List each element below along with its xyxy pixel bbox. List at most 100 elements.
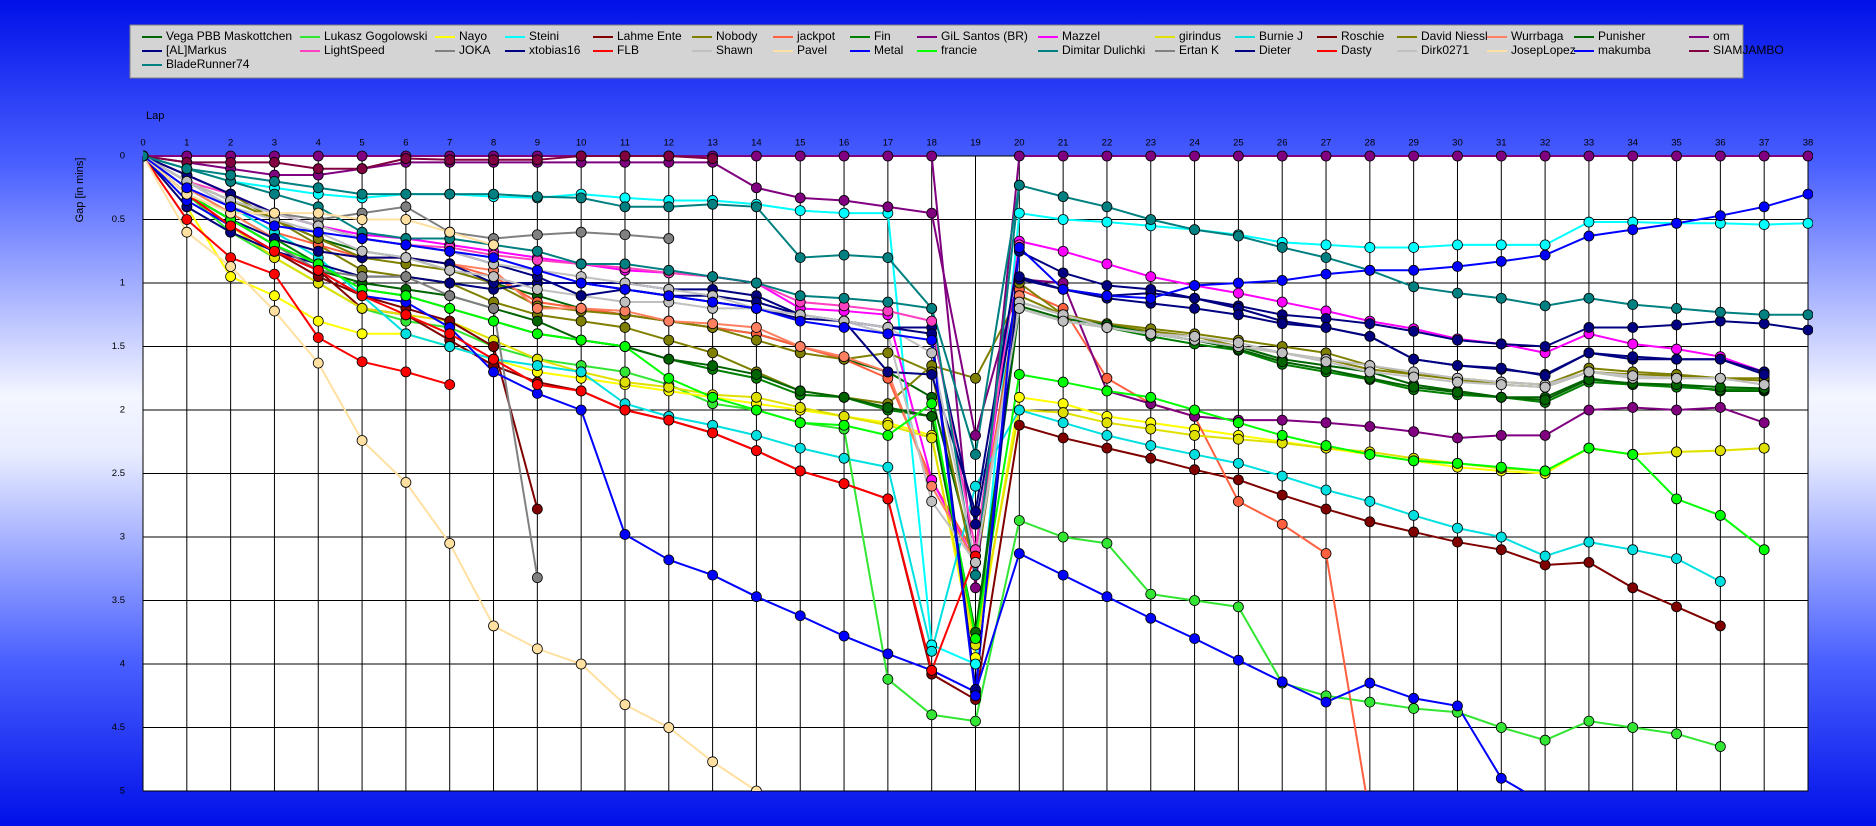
data-point: [619, 258, 631, 270]
data-point: [225, 156, 237, 168]
data-point: [1539, 381, 1551, 393]
data-point: [794, 385, 806, 397]
series-line: [143, 155, 977, 674]
data-point: [1101, 429, 1113, 441]
data-point: [1364, 677, 1376, 689]
data-point: [1583, 442, 1595, 454]
data-point: [838, 391, 850, 403]
data-point: [356, 188, 368, 200]
data-point: [1232, 601, 1244, 613]
data-point: [663, 334, 675, 346]
y-tick-label: 0: [120, 151, 125, 162]
y-tick-label: 5: [120, 786, 125, 797]
data-point: [1627, 322, 1639, 333]
data-point: [882, 366, 894, 378]
data-point: [970, 582, 981, 594]
data-point: [1364, 318, 1376, 330]
data-point: [926, 432, 938, 444]
data-point: [751, 429, 762, 441]
data-point: [1671, 728, 1682, 740]
data-point: [269, 220, 280, 232]
x-tick-label: 0: [140, 138, 145, 149]
data-point: [838, 249, 850, 261]
data-point: [619, 529, 631, 540]
data-point: [1013, 302, 1025, 314]
data-point: [225, 201, 237, 213]
data-point: [663, 353, 675, 365]
data-point: [1320, 696, 1332, 708]
data-point: [1189, 429, 1200, 441]
data-point: [1671, 343, 1682, 355]
data-point: [1671, 302, 1682, 314]
data-point: [1408, 242, 1420, 253]
data-point: [531, 572, 543, 584]
data-point: [400, 188, 412, 200]
data-point: [1189, 633, 1200, 644]
data-point: [1495, 379, 1507, 391]
legend-label: Nobody: [716, 29, 757, 43]
data-point: [619, 366, 631, 378]
data-point: [1364, 421, 1376, 432]
data-point: [269, 245, 280, 257]
data-point: [1145, 588, 1157, 600]
data-point: [1495, 338, 1507, 350]
data-point: [1232, 337, 1244, 349]
data-point: [707, 153, 719, 164]
data-point: [1495, 772, 1507, 784]
data-point: [400, 214, 412, 225]
data-point: [794, 341, 806, 352]
data-point: [1145, 328, 1157, 340]
data-point: [926, 480, 938, 492]
data-point: [1364, 330, 1376, 342]
y-tick-label: 0.5: [112, 214, 125, 225]
data-point: [882, 429, 894, 441]
data-point: [400, 153, 412, 164]
data-point: [1232, 474, 1244, 486]
data-point: [1057, 376, 1069, 388]
data-point: [1189, 302, 1200, 314]
data-point: [1802, 324, 1813, 336]
data-point: [531, 328, 543, 340]
data-point: [794, 192, 806, 204]
data-point: [663, 722, 675, 733]
data-point: [1539, 150, 1551, 162]
data-point: [1671, 553, 1682, 564]
data-point: [1408, 703, 1420, 714]
data-point: [356, 233, 368, 244]
data-point: [794, 252, 806, 264]
legend-label: Lukasz Gogolowski: [324, 29, 427, 43]
data-point: [1101, 150, 1113, 162]
data-point: [488, 188, 499, 200]
data-point: [1189, 280, 1200, 291]
data-point: [1232, 277, 1244, 289]
data-point: [356, 271, 368, 283]
data-point: [1057, 283, 1069, 295]
data-point: [1364, 242, 1376, 253]
data-point: [882, 201, 894, 213]
x-tick-label: 17: [883, 138, 894, 149]
x-tick-label: 13: [707, 138, 718, 149]
x-tick-label: 16: [839, 138, 850, 149]
data-point: [1320, 268, 1332, 280]
data-point: [1145, 150, 1157, 162]
data-point: [1452, 376, 1463, 388]
data-point: [1714, 372, 1726, 384]
data-point: [1495, 256, 1507, 267]
data-point: [926, 369, 938, 380]
data-point: [1452, 334, 1463, 346]
y-tick-label: 1: [120, 278, 125, 289]
data-point: [926, 207, 938, 219]
data-point: [663, 233, 675, 244]
data-point: [751, 302, 762, 314]
data-point: [707, 318, 719, 330]
data-point: [1758, 442, 1770, 454]
data-point: [1583, 366, 1595, 378]
data-point: [1671, 493, 1682, 505]
data-point: [1758, 150, 1770, 162]
data-point: [1189, 404, 1200, 416]
data-point: [312, 332, 324, 344]
series-line: [143, 155, 450, 386]
data-point: [531, 264, 543, 276]
data-point: [400, 201, 412, 213]
